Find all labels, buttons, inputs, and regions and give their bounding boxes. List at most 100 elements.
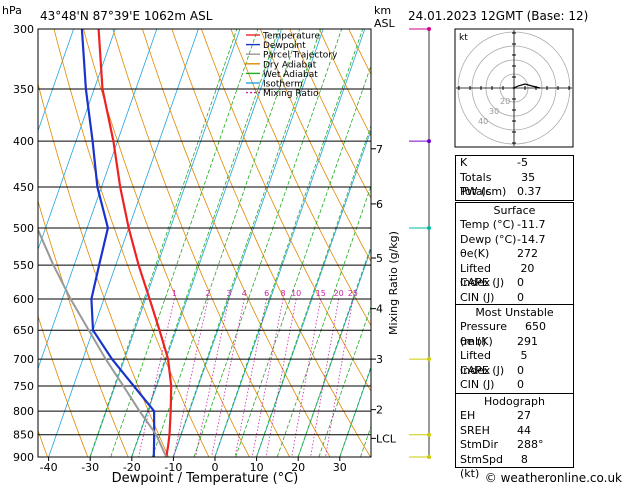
mixing-ratio-label: 10: [291, 289, 301, 298]
most-unstable-label: CAPE (J): [460, 363, 505, 377]
height-axis: 7 6 5 4 3 2 LCL: [371, 143, 397, 445]
hpa-unit: hPa: [2, 4, 22, 17]
surface-label: Temp (°C): [460, 218, 515, 231]
index-value: 35: [521, 170, 536, 184]
hodograph-table-value: 44: [517, 423, 531, 437]
temperature-tick-label: 10: [250, 461, 264, 474]
legend-label: Dry Adiabat: [263, 60, 317, 70]
hodograph-ring-label: 20: [500, 97, 510, 106]
hodograph-ring-label: 30: [489, 107, 499, 116]
surface-row: Lifted Index 20: [456, 261, 573, 290]
temperature-tick-label: -30: [81, 461, 99, 474]
hodograph-table-title: Hodograph: [484, 395, 545, 408]
surface-label: θe(K): [460, 247, 490, 261]
pressure-tick-label: 300: [13, 23, 34, 36]
most-unstable-value: 0: [517, 363, 524, 377]
surface-label: Dewp (°C): [460, 232, 517, 246]
most-unstable-value: 291: [517, 334, 538, 348]
surface-row: θe(K) 272: [456, 247, 573, 262]
hodograph-table-row: SREH 44: [456, 424, 573, 439]
most-unstable-row: Lifted Index 5: [456, 349, 573, 377]
height-tick-label: 4: [376, 303, 383, 316]
height-tick-label: LCL: [376, 432, 397, 445]
mixing-ratio-label: 6: [264, 289, 269, 298]
isotherm-line: [38, 29, 74, 132]
dry-adiabat-line: [614, 29, 629, 457]
wind-barb-dot: [427, 139, 431, 144]
mixing-ratio-label: 3: [226, 289, 231, 298]
wind-barb-dot: [427, 27, 431, 31]
most-unstable-panel: Most Unstable Pressure (mb) 650 θe (K) 291 L…: [455, 304, 574, 394]
temperature-tick-label: 0: [212, 461, 219, 474]
hodograph-trace: [513, 83, 541, 89]
most-unstable-value: 650: [524, 320, 546, 333]
mixing-ratio-axis-title: Mixing Ratio (g/kg): [387, 231, 400, 335]
most-unstable-label: θe (K): [460, 334, 493, 348]
pressure-tick-label: 500: [13, 222, 34, 235]
wind-barb-dot: [427, 432, 431, 437]
temperature-tick-label: -20: [123, 461, 141, 474]
mixing-ratio-label: 4: [242, 289, 247, 298]
index-row: PW (cm) 0.37: [456, 185, 573, 200]
mixing-ratio-label: 20: [334, 289, 344, 298]
surface-label: Lifted Index: [460, 261, 491, 290]
pressure-tick-label: 800: [13, 405, 34, 418]
surface-value: 20: [520, 261, 535, 275]
hodograph-table-label: StmDir: [460, 438, 499, 452]
parcel-line: [38, 227, 168, 457]
footer-credit: © weatheronline.co.uk: [485, 471, 622, 485]
wind-barb-dot: [427, 357, 431, 362]
legend-label: Dewpoint: [263, 41, 306, 51]
temperature-tick-label: 30: [333, 461, 347, 474]
most-unstable-value: 5: [520, 349, 528, 363]
surface-value: 0: [517, 276, 524, 290]
mixing-ratio-line: [325, 298, 354, 457]
surface-row: CAPE (J) 0: [456, 276, 573, 291]
wind-barb-dot: [427, 226, 431, 231]
hodograph-unit: kt: [459, 33, 468, 43]
hodograph-table-label: StmSpd (kt): [460, 452, 503, 481]
isotherm-line: [38, 29, 158, 370]
plot-frame: [37, 28, 372, 458]
dry-adiabat-line: [38, 82, 169, 457]
km-unit: km: [374, 4, 391, 17]
index-label: Totals Totals: [460, 170, 492, 199]
dry-adiabat-line: [585, 29, 629, 457]
mixing-ratio-line: [265, 298, 297, 457]
wind-barbs: [409, 27, 431, 459]
x-axis-title: Dewpoint / Temperature (°C): [112, 471, 299, 486]
temperature-tick-label: 20: [291, 461, 305, 474]
pressure-tick-label: 900: [13, 451, 34, 464]
hodograph-table-row: StmDir 288°: [456, 438, 573, 453]
most-unstable-row: CIN (J) 0: [456, 378, 573, 393]
surface-value: -11.7: [517, 218, 546, 231]
surface-value: 0: [517, 290, 524, 304]
legend-label: Mixing Ratio: [263, 89, 319, 99]
surface-value: 272: [517, 247, 538, 261]
pressure-tick-label: 550: [13, 259, 34, 272]
most-unstable-label: CIN (J): [460, 378, 495, 392]
mixing-ratio-label: 1: [172, 289, 177, 298]
surface-title: Surface: [493, 204, 536, 217]
pressure-tick-label: 400: [13, 135, 34, 148]
mixing-ratio-labels: 1 2 3 4 6 8 10 15 20 25: [172, 289, 358, 298]
surface-row: CIN (J) 0: [456, 291, 573, 306]
legend-label: Isotherm: [263, 80, 303, 90]
pressure-tick-label: 750: [13, 380, 34, 393]
most-unstable-label: Pressure (mb): [460, 320, 507, 348]
legend-label: Wet Adiabat: [263, 70, 318, 80]
date-title: 24.01.2023 12GMT (Base: 12): [408, 9, 588, 23]
temperature-tick-label: -40: [40, 461, 58, 474]
index-row: K -5: [456, 156, 573, 171]
most-unstable-row: Pressure (mb) 650: [456, 320, 573, 348]
height-tick-label: 2: [376, 404, 383, 417]
wet-adiabat-line: [89, 29, 238, 457]
pressure-tick-label: 850: [13, 429, 34, 442]
temperature-axis: -40 -30 -20 -10 0 10 20 30: [40, 457, 347, 474]
height-tick-label: 6: [376, 198, 383, 211]
dry-adiabat-line: [0, 29, 7, 457]
most-unstable-label: Lifted Index: [460, 349, 491, 377]
